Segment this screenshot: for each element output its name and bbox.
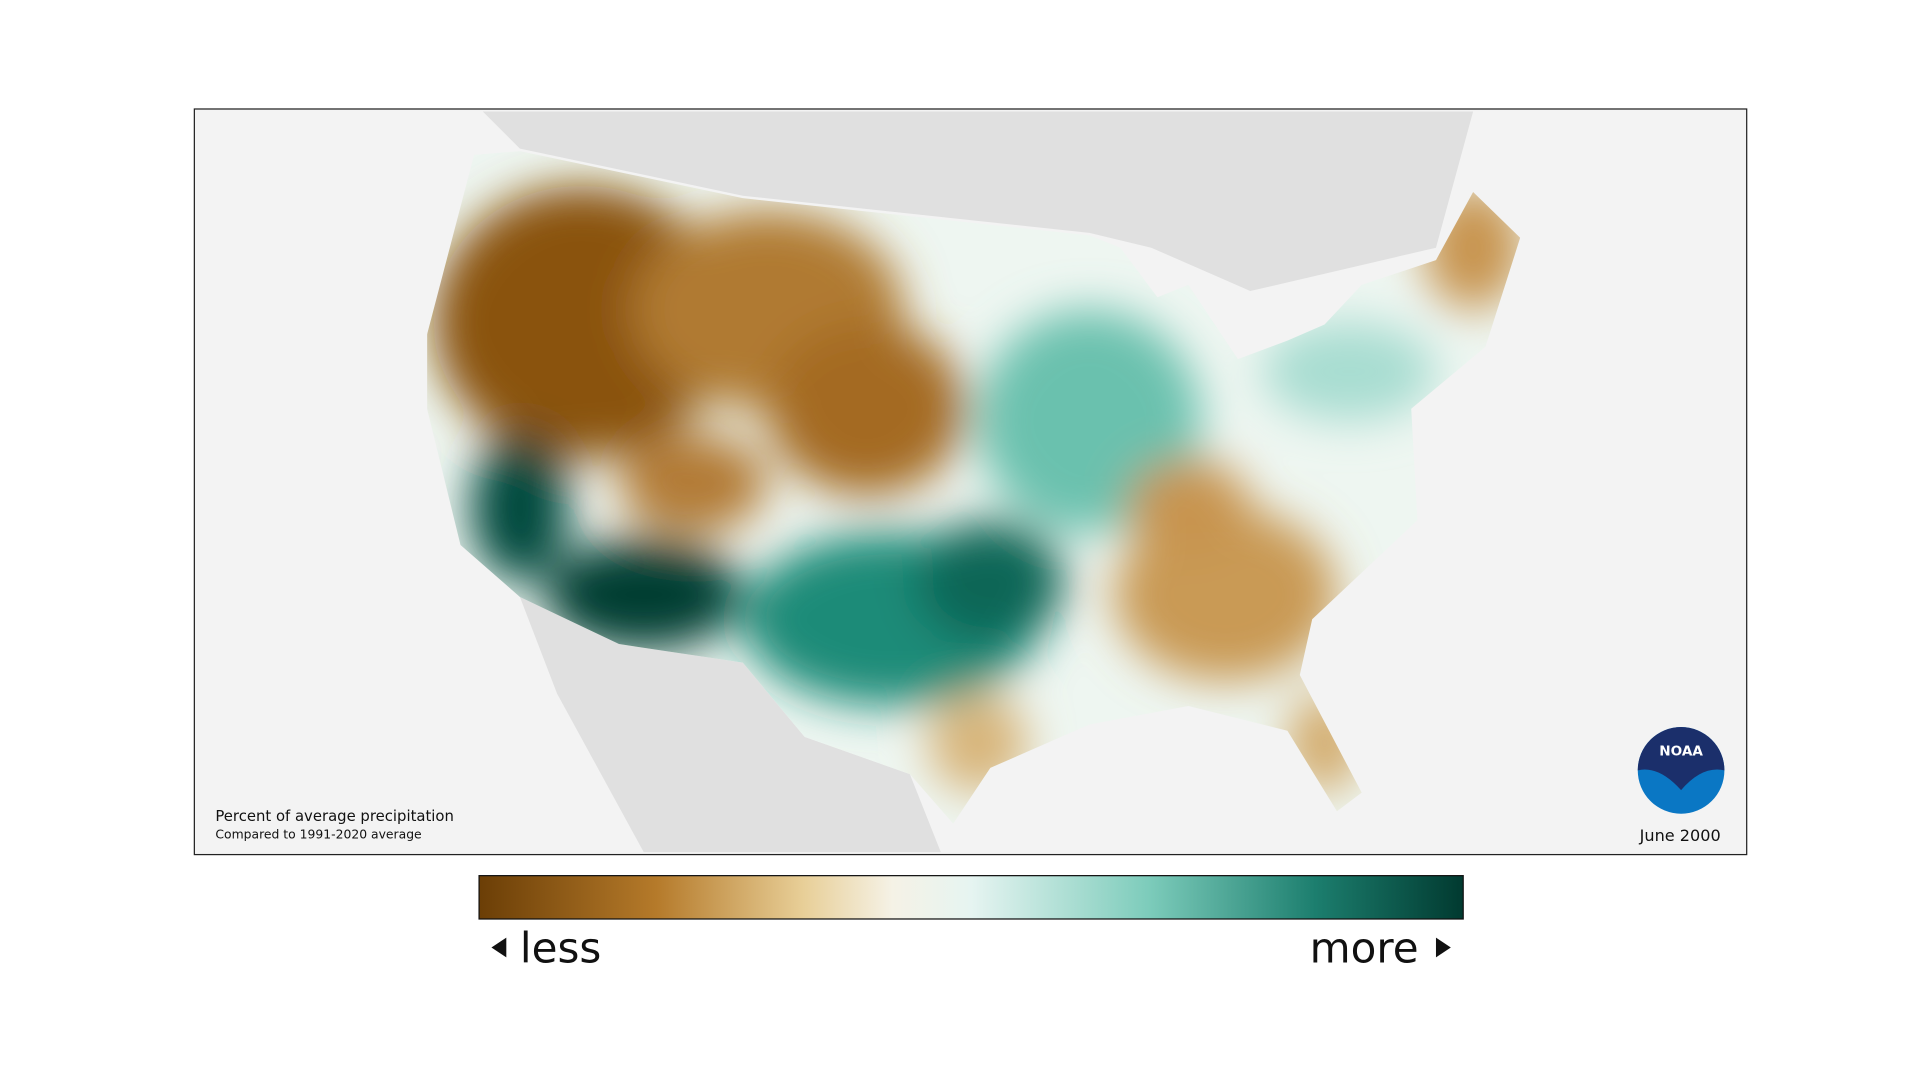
colorbar xyxy=(478,875,1464,920)
legend-high: more xyxy=(1310,923,1419,972)
less-arrow xyxy=(491,937,507,958)
logo-text: NOAA xyxy=(1659,744,1703,760)
caption-title: Percent of average precipitation xyxy=(215,807,454,825)
legend-low: less xyxy=(520,923,601,972)
caption-subtitle: Compared to 1991-2020 average xyxy=(215,827,421,841)
mexico-land xyxy=(519,596,941,853)
date-label: June 2000 xyxy=(1639,826,1721,845)
canada-land xyxy=(482,111,1474,292)
noaa-logo: NOAA xyxy=(1637,727,1725,814)
more-arrow xyxy=(1435,937,1451,958)
